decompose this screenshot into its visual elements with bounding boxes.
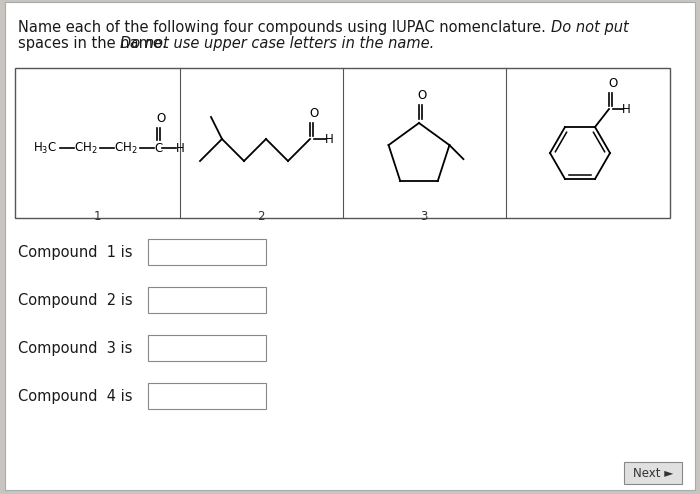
Text: O: O — [156, 112, 165, 125]
Text: 1: 1 — [93, 210, 101, 223]
Text: Name each of the following four compounds using IUPAC nomenclature.: Name each of the following four compound… — [18, 20, 550, 35]
Text: Do not use upper case letters in the name.: Do not use upper case letters in the nam… — [120, 36, 434, 51]
Text: H: H — [325, 132, 334, 146]
Bar — [148, 239, 266, 265]
Text: C: C — [154, 141, 162, 155]
Text: spaces in the name.: spaces in the name. — [18, 36, 172, 51]
Text: 2: 2 — [258, 210, 265, 223]
Text: Next ►: Next ► — [633, 466, 673, 480]
Text: O: O — [608, 77, 617, 90]
Text: Compound  2 is: Compound 2 is — [18, 292, 132, 307]
Text: 3: 3 — [420, 210, 428, 223]
Text: Compound  3 is: Compound 3 is — [18, 340, 132, 356]
Bar — [148, 335, 266, 361]
Text: H$_3$C: H$_3$C — [33, 140, 57, 156]
Text: O: O — [417, 89, 426, 102]
Text: Do not put: Do not put — [551, 20, 629, 35]
Bar — [148, 287, 266, 313]
Text: CH$_2$: CH$_2$ — [74, 140, 97, 156]
Text: O: O — [309, 107, 318, 120]
Text: Compound  1 is: Compound 1 is — [18, 245, 132, 259]
Bar — [624, 462, 682, 484]
Text: Compound  4 is: Compound 4 is — [18, 388, 132, 404]
Text: H: H — [622, 103, 631, 116]
Text: H: H — [176, 141, 185, 155]
Bar — [148, 383, 266, 409]
Text: CH$_2$: CH$_2$ — [114, 140, 138, 156]
Bar — [15, 68, 670, 218]
